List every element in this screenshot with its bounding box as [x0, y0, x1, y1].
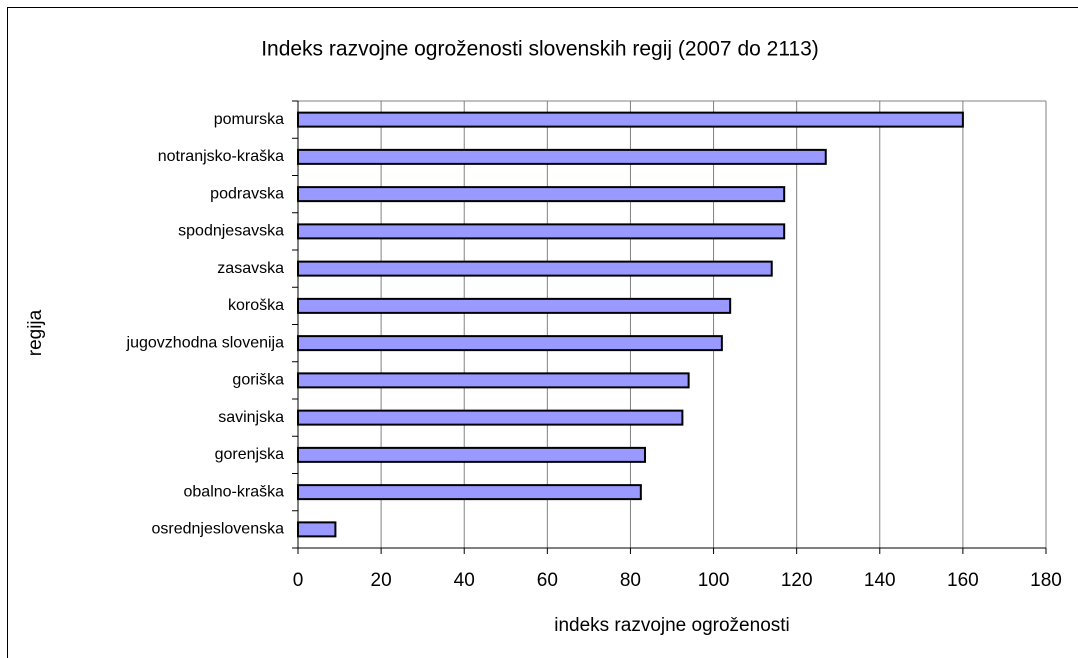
bar [297, 148, 827, 165]
x-tick-label: 20 [371, 570, 392, 591]
y-tick-label: zasavska [217, 260, 284, 277]
x-tick-label: 40 [454, 570, 475, 591]
chart-frame [7, 7, 1078, 658]
bar [297, 521, 337, 538]
y-tick-label: jugovzhodna slovenija [126, 334, 285, 351]
y-tick-label: goriška [232, 372, 284, 389]
y-tick-label: savinjska [218, 409, 284, 426]
x-tick-label: 0 [293, 570, 304, 591]
x-tick-label: 80 [620, 570, 641, 591]
bar [297, 186, 786, 203]
bar [297, 223, 786, 240]
x-tick-label: 100 [698, 570, 730, 591]
x-tick-label: 60 [537, 570, 558, 591]
bar [297, 335, 723, 352]
bar [297, 297, 732, 314]
y-tick-label: gorenjska [215, 446, 284, 463]
bar [297, 409, 684, 426]
bar [297, 260, 773, 277]
y-tick-label: podravska [210, 185, 284, 202]
y-tick-label: koroška [228, 297, 284, 314]
bar [297, 446, 646, 463]
y-tick-label: obalno-kraška [184, 483, 285, 500]
x-tick-label: 180 [1030, 570, 1062, 591]
x-tick-label: 120 [781, 570, 813, 591]
x-tick-label: 140 [864, 570, 896, 591]
chart-title: Indeks razvojne ogroženosti slovenskih r… [261, 38, 819, 61]
y-tick-label: pomurska [214, 111, 284, 128]
y-axis-title: regija [25, 309, 46, 356]
x-axis-title: indeks razvojne ogroženosti [554, 615, 790, 636]
y-tick-label: osrednjeslovenska [151, 521, 284, 538]
x-tick-label: 160 [947, 570, 979, 591]
bar [297, 484, 642, 501]
bar [297, 372, 690, 389]
bar [297, 111, 964, 128]
y-tick-label: spodnjesavska [178, 223, 284, 240]
y-tick-label: notranjsko-kraška [158, 148, 284, 165]
